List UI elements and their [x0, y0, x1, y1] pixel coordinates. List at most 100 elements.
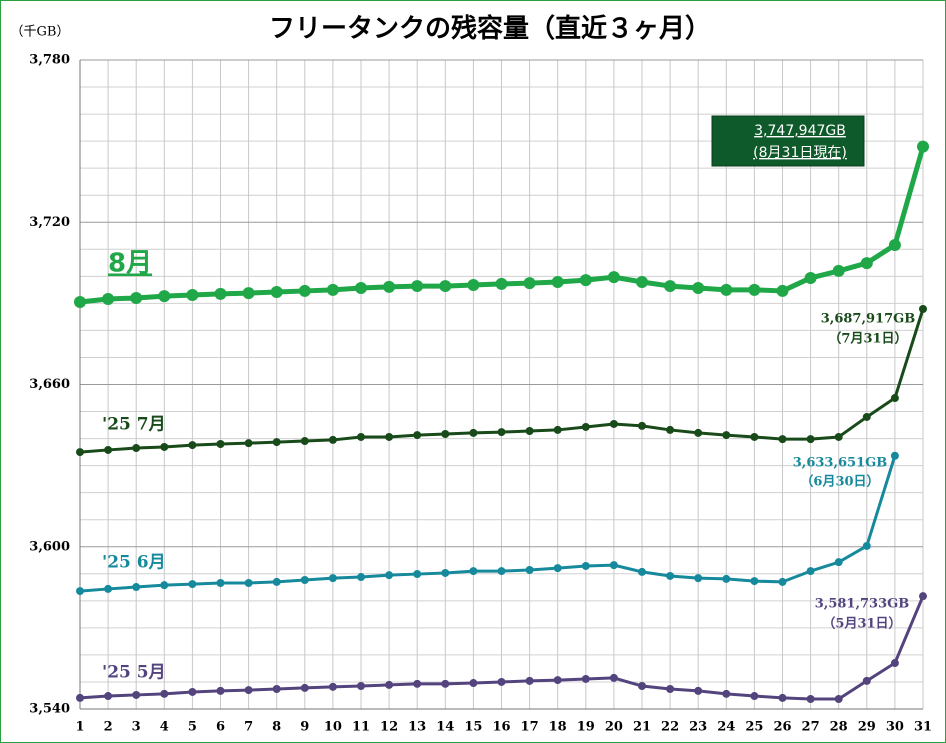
annotation-box — [711, 115, 865, 167]
data-point — [581, 674, 590, 683]
data-point — [385, 571, 394, 580]
x-tick-label: 9 — [300, 720, 309, 735]
data-point — [666, 684, 675, 693]
data-point — [158, 290, 171, 303]
data-point — [441, 679, 450, 688]
x-tick-label: 23 — [689, 720, 707, 735]
data-point — [357, 682, 365, 691]
data-point — [439, 280, 452, 293]
data-point — [525, 427, 534, 436]
data-point — [74, 296, 86, 309]
data-point — [469, 567, 478, 576]
x-tick-label: 16 — [492, 720, 510, 735]
y-tick-label: 3,780 — [29, 53, 70, 68]
series-label: '25 5月 — [102, 663, 166, 683]
data-point — [328, 574, 337, 583]
data-point — [806, 435, 815, 444]
x-tick-label: 27 — [802, 720, 820, 735]
data-point — [525, 676, 534, 685]
data-point — [917, 140, 929, 153]
data-point — [806, 694, 815, 703]
data-point — [385, 680, 394, 689]
data-point — [441, 429, 450, 438]
data-point — [609, 419, 618, 428]
data-point — [609, 561, 618, 570]
data-point — [413, 431, 422, 440]
data-point — [778, 435, 787, 444]
data-point — [694, 428, 703, 437]
data-point — [469, 679, 478, 688]
x-tick-label: 11 — [352, 720, 370, 735]
data-point — [104, 584, 113, 593]
data-point — [666, 425, 675, 434]
data-point — [581, 561, 590, 570]
data-point — [834, 558, 843, 567]
data-point — [666, 571, 675, 580]
data-point — [890, 659, 899, 668]
data-point — [638, 567, 646, 576]
data-point — [722, 431, 731, 440]
annotation: （6月30日） — [800, 474, 879, 490]
x-tick-label: 20 — [605, 720, 623, 735]
x-tick-label: 14 — [436, 720, 454, 735]
data-point — [272, 577, 281, 586]
data-point — [188, 441, 197, 450]
x-tick-label: 5 — [188, 720, 197, 735]
x-tick-label: 3 — [132, 720, 141, 735]
x-tick-label: 1 — [75, 720, 84, 735]
data-point — [216, 686, 225, 695]
data-point — [272, 438, 281, 447]
y-axis-label: （千GB） — [11, 25, 70, 40]
data-point — [638, 421, 646, 430]
data-point — [272, 684, 281, 693]
data-point — [609, 673, 618, 682]
data-point — [355, 281, 367, 294]
x-tick-label: 28 — [830, 720, 848, 735]
data-point — [692, 281, 705, 294]
data-point — [300, 683, 309, 692]
data-point — [188, 687, 197, 696]
data-point — [497, 428, 506, 437]
data-point — [748, 283, 761, 296]
annotation: 3,747,947GB — [754, 123, 846, 139]
data-point — [328, 435, 337, 444]
data-point — [806, 567, 815, 576]
data-point — [888, 238, 901, 251]
data-point — [300, 437, 309, 446]
data-point — [694, 686, 703, 695]
data-point — [441, 568, 450, 577]
data-point — [862, 412, 871, 421]
data-point — [551, 276, 564, 289]
data-point — [834, 432, 843, 441]
x-tick-label: 17 — [521, 720, 539, 735]
data-point — [694, 574, 703, 583]
data-point — [834, 694, 843, 703]
series-label: '25 6月 — [102, 553, 166, 573]
data-point — [160, 581, 169, 590]
data-point — [497, 567, 506, 576]
data-point — [298, 284, 311, 297]
data-point — [357, 432, 365, 441]
chart-title: フリータンクの残容量（直近３ヶ月） — [269, 13, 711, 44]
series-label: '25 7月 — [102, 415, 166, 435]
x-tick-label: 10 — [324, 720, 342, 735]
x-tick-label: 13 — [408, 720, 426, 735]
data-point — [778, 577, 787, 586]
data-point — [214, 287, 227, 300]
data-point — [919, 592, 927, 601]
annotation: （7月31日） — [828, 331, 907, 347]
data-point — [804, 271, 817, 284]
data-point — [104, 445, 113, 454]
data-point — [750, 432, 759, 441]
data-point — [160, 689, 169, 698]
data-point — [467, 278, 480, 291]
data-point — [497, 677, 506, 686]
data-point — [890, 451, 899, 460]
x-tick-label: 22 — [661, 720, 679, 735]
annotation: （5月31日） — [822, 616, 901, 632]
y-tick-label: 3,720 — [29, 215, 70, 230]
x-tick-label: 29 — [858, 720, 876, 735]
data-point — [832, 264, 845, 277]
data-point — [357, 573, 365, 582]
data-point — [636, 276, 648, 289]
